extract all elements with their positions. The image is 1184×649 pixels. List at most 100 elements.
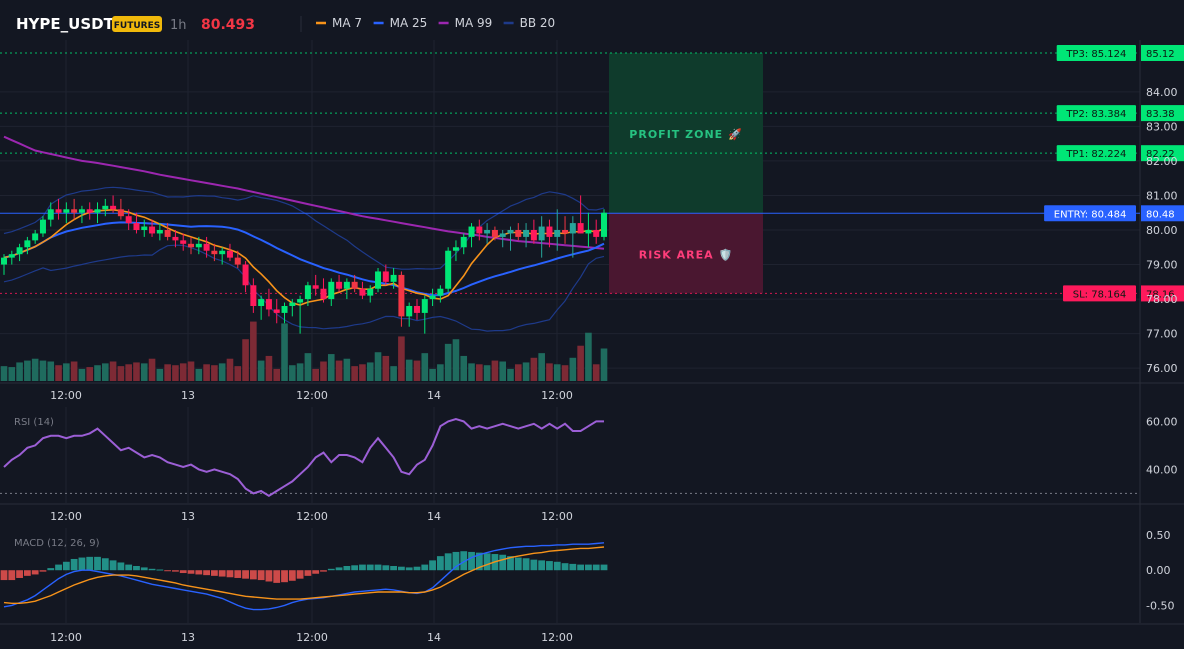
candle-body[interactable]: [593, 230, 600, 237]
candle-body[interactable]: [39, 219, 46, 234]
candle-body[interactable]: [149, 226, 156, 234]
timeframe-label[interactable]: 1h: [170, 18, 187, 33]
macd-hist-bar: [133, 566, 140, 571]
candle-body[interactable]: [226, 250, 233, 258]
candle-body[interactable]: [164, 230, 171, 237]
candle-body[interactable]: [460, 236, 467, 248]
candle-body[interactable]: [343, 281, 350, 289]
ma25-line: [3, 221, 605, 297]
candle-body[interactable]: [55, 209, 62, 213]
candle-body[interactable]: [421, 299, 428, 313]
candle-body[interactable]: [86, 209, 93, 213]
macd-pane[interactable]: MACD (12, 26, 9) 0.50 0.00 -0.50: [0, 529, 1175, 612]
candle-body[interactable]: [242, 264, 249, 286]
candle-body[interactable]: [538, 226, 545, 241]
price-axis[interactable]: 84.00 83.00 82.00 81.00 80.00 79.00 78.00 77.00…: [1146, 86, 1178, 375]
candle-body[interactable]: [258, 299, 265, 306]
candle-body[interactable]: [359, 288, 366, 296]
rsi-pane[interactable]: RSI (14) 60.00 40.00: [0, 415, 1178, 497]
candlesticks[interactable]: [1, 195, 607, 334]
candle-body[interactable]: [16, 247, 23, 255]
candle-body[interactable]: [188, 243, 195, 248]
candle-body[interactable]: [367, 288, 374, 296]
candle-body[interactable]: [530, 230, 537, 241]
candle-body[interactable]: [211, 250, 218, 255]
volume-bar: [553, 364, 561, 381]
candle-body[interactable]: [1, 257, 7, 265]
candle-body[interactable]: [491, 230, 498, 237]
time-tick-label: 13: [181, 389, 195, 402]
macd-hist-bar: [468, 551, 475, 571]
candle-body[interactable]: [406, 306, 413, 317]
candle-body[interactable]: [110, 205, 117, 210]
candle-body[interactable]: [141, 226, 148, 230]
candle-body[interactable]: [265, 299, 272, 310]
candle-body[interactable]: [24, 240, 31, 248]
candle-body[interactable]: [63, 209, 70, 213]
candle-body[interactable]: [476, 226, 483, 234]
macd-hist-bar: [86, 556, 94, 571]
candle-body[interactable]: [195, 243, 202, 248]
level-tag-text: TP2: 83.384: [1065, 109, 1126, 120]
candle-body[interactable]: [219, 250, 226, 255]
candle-body[interactable]: [203, 243, 210, 251]
volume-bar: [140, 363, 148, 381]
candle-body[interactable]: [515, 230, 522, 237]
candle-body[interactable]: [250, 285, 257, 306]
candle-body[interactable]: [523, 230, 530, 237]
candle-body[interactable]: [297, 299, 304, 303]
candle-body[interactable]: [577, 223, 584, 234]
candle-body[interactable]: [554, 230, 561, 237]
candle-body[interactable]: [32, 233, 39, 241]
candle-body[interactable]: [117, 209, 124, 217]
candle-body[interactable]: [351, 281, 358, 289]
candle-body[interactable]: [8, 254, 15, 258]
candle-body[interactable]: [304, 285, 311, 300]
candle-body[interactable]: [499, 233, 506, 237]
candle-body[interactable]: [437, 288, 444, 296]
candle-body[interactable]: [601, 212, 607, 237]
candle-body[interactable]: [133, 223, 140, 230]
bb-lower: [3, 244, 605, 332]
volume-bar: [405, 359, 413, 381]
candle-body[interactable]: [585, 230, 592, 234]
candle-body[interactable]: [413, 306, 420, 313]
candle-body[interactable]: [312, 285, 319, 289]
candle-body[interactable]: [273, 309, 280, 313]
candle-body[interactable]: [172, 236, 179, 241]
candle-body[interactable]: [429, 295, 436, 300]
candle-body[interactable]: [569, 223, 576, 234]
candle-body[interactable]: [390, 274, 397, 282]
candle-body[interactable]: [234, 257, 241, 265]
candle-body[interactable]: [398, 274, 405, 317]
candle-body[interactable]: [156, 230, 163, 234]
candle-body[interactable]: [507, 230, 514, 234]
candle-body[interactable]: [71, 209, 78, 213]
candle-body[interactable]: [125, 216, 132, 224]
candle-body[interactable]: [281, 306, 288, 313]
macd-hist-bar: [530, 559, 538, 571]
candle-body[interactable]: [289, 302, 296, 306]
volume-bar: [327, 354, 335, 381]
price-pane[interactable]: [0, 40, 1140, 382]
candle-body[interactable]: [320, 288, 327, 300]
candle-body[interactable]: [336, 281, 343, 289]
candle-body[interactable]: [382, 271, 389, 282]
candle-body[interactable]: [562, 230, 569, 234]
candle-body[interactable]: [452, 247, 459, 251]
candle-body[interactable]: [78, 209, 85, 213]
level-axis-text: 83.38: [1146, 109, 1175, 120]
candle-body[interactable]: [468, 226, 475, 237]
candle-body[interactable]: [546, 226, 553, 237]
candle-body[interactable]: [445, 250, 452, 289]
candle-body[interactable]: [180, 240, 187, 244]
candle-body[interactable]: [328, 281, 335, 300]
candle-body[interactable]: [102, 205, 109, 210]
volume-bar: [164, 364, 171, 381]
candle-body[interactable]: [484, 230, 491, 234]
macd-hist-bar: [444, 553, 452, 571]
candle-body[interactable]: [94, 209, 101, 213]
candle-body[interactable]: [375, 271, 382, 289]
candle-body[interactable]: [47, 209, 54, 220]
